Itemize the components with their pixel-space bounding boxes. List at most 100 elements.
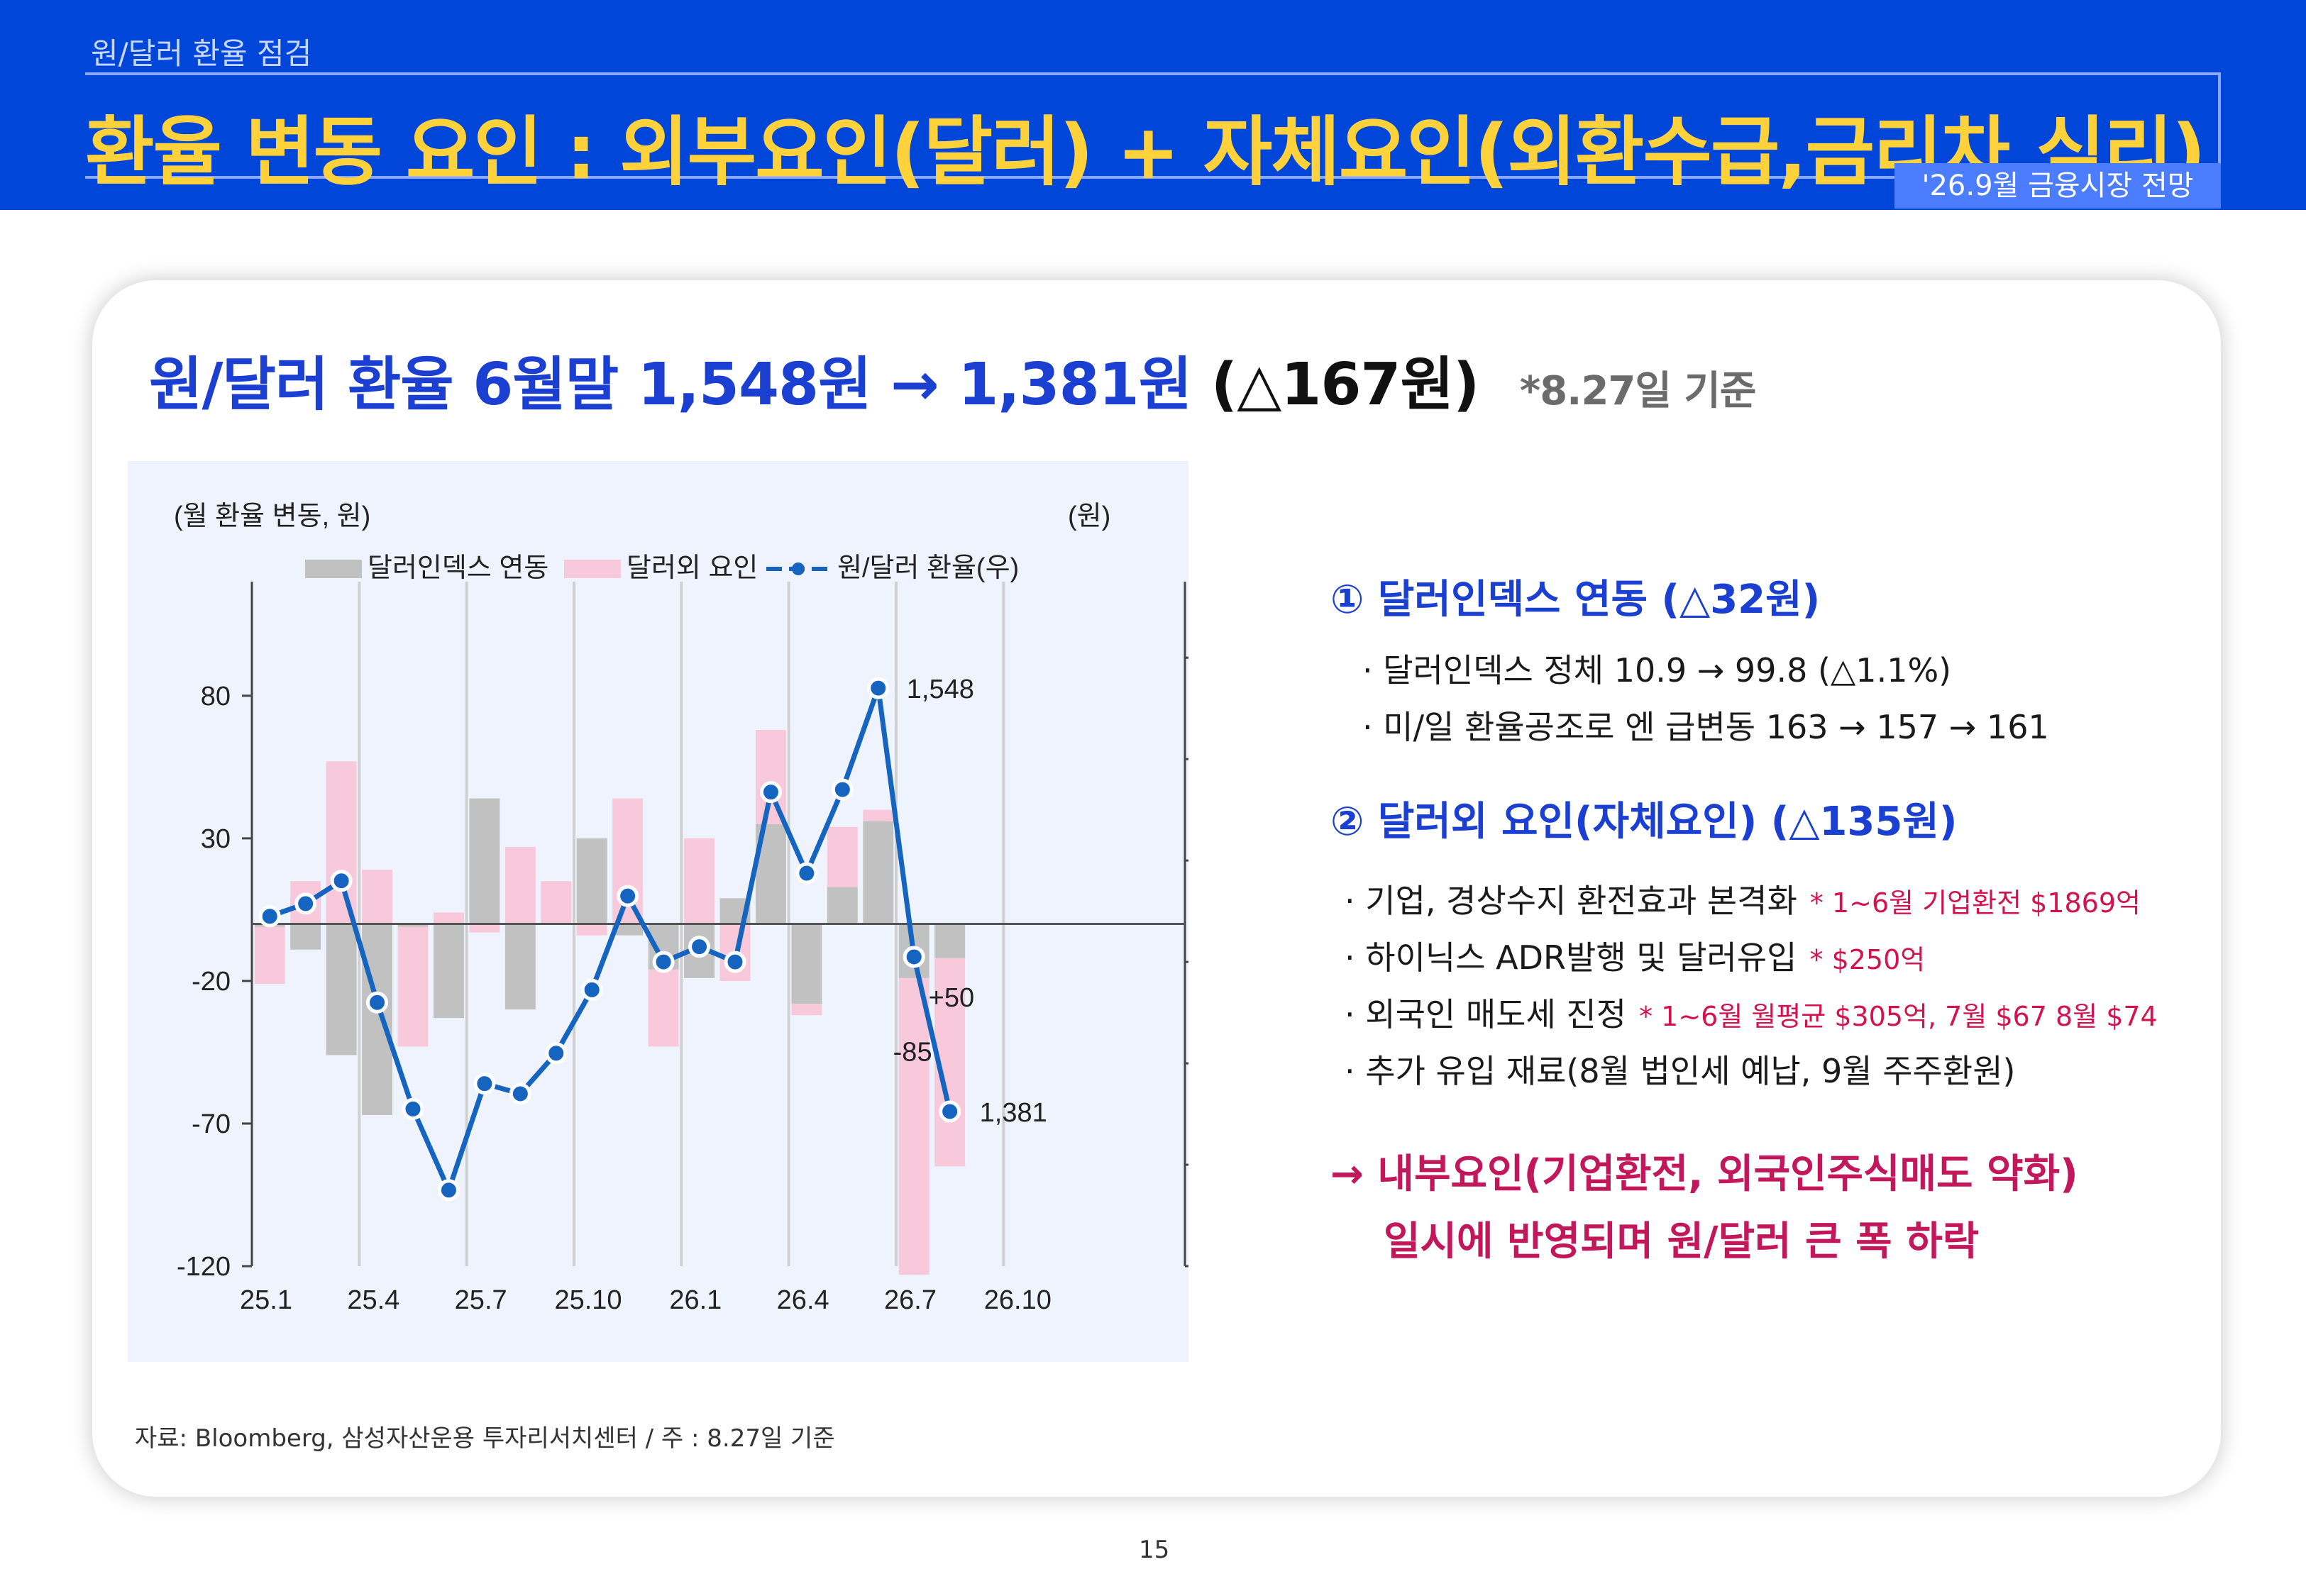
x-tick-label: 25.10 — [554, 1285, 622, 1315]
annotation-label: 1,381 — [980, 1098, 1047, 1128]
x-tick-label: 25.7 — [455, 1285, 507, 1315]
annotation-label: +50 — [929, 983, 974, 1013]
fx-rate-point — [402, 1097, 424, 1120]
bar-non-dollar — [863, 809, 894, 821]
bar-non-dollar — [326, 761, 357, 924]
bar-dollar-index — [827, 887, 858, 924]
bar-dollar-index — [576, 838, 607, 924]
report-tag: '26.9월 금융시장 전망 — [1894, 163, 2221, 209]
section2-line-text: · 기업, 경상수지 환전효과 본격화 — [1345, 882, 1797, 920]
x-tick-label: 26.1 — [669, 1285, 722, 1315]
left-tick-label: -70 — [192, 1109, 231, 1139]
fx-rate-point — [795, 862, 818, 885]
chart-area: 25.1 25.4 25.7 25.10 26.1 26.4 26.7 26.10 80 30 -2… — [128, 461, 1188, 1362]
bar-non-dollar — [791, 1004, 822, 1016]
left-tick-label: 30 — [201, 824, 231, 854]
section2-line-text: · 하이닉스 ADR발행 및 달러유입 — [1345, 938, 1797, 977]
fx-rate-point — [580, 978, 603, 1001]
section1-line: · 미/일 환율공조로 엔 급변동 163 → 157 → 161 — [1362, 708, 2049, 746]
section2-title: ② 달러외 요인(자체요인) (△135원) — [1330, 799, 1958, 845]
section2-line-note: * $250억 — [1809, 944, 1926, 975]
left-tick-label: -20 — [192, 967, 231, 997]
bar-dollar-index — [504, 924, 536, 1010]
bar-dollar-index — [326, 924, 357, 1055]
fx-rate-point — [294, 892, 317, 915]
bar-dollar-index — [863, 821, 894, 924]
bar-non-dollar — [898, 977, 929, 1275]
x-tick-label: 26.7 — [884, 1285, 937, 1315]
bar-dollar-index — [469, 798, 500, 924]
fx-rate-point — [258, 905, 281, 928]
bar-non-dollar — [434, 912, 464, 924]
fx-rate-point — [330, 870, 353, 892]
breadcrumb: 원/달러 환율 점검 — [91, 36, 312, 71]
right-axis-label: (원) — [1068, 501, 1110, 531]
fx-rate-point — [652, 951, 675, 973]
bar-non-dollar — [254, 926, 285, 984]
fx-rate-point — [366, 991, 389, 1014]
legend-label: 달러인덱스 연동 — [368, 553, 548, 583]
annotation-label: -85 — [893, 1038, 932, 1068]
fx-rate-point — [473, 1073, 496, 1095]
headline: 원/달러 환율 6월말 1,548원 → 1,381원 (△167원) *8.2… — [149, 337, 1757, 421]
headline-main: 원/달러 환율 6월말 1,548원 → 1,381원 — [149, 351, 1192, 419]
fx-rate-point — [759, 781, 782, 804]
header-rule — [85, 72, 2221, 179]
section2-line: · 기업, 경상수지 환전효과 본격화 * 1~6월 기업환전 $1869억 — [1345, 875, 2182, 922]
bar-dollar-index — [362, 924, 392, 1115]
x-tick-label: 26.10 — [984, 1285, 1052, 1315]
fx-rate-point — [437, 1179, 460, 1202]
legend-swatch-dollar-index — [305, 560, 362, 578]
bar-non-dollar — [397, 926, 429, 1047]
fx-rate-point — [724, 951, 746, 973]
conclusion-line1: → 내부요인(기업환전, 외국인주식매도 약화) — [1330, 1151, 2078, 1197]
fx-rate-line — [269, 687, 953, 1197]
section2-line-note: * 1~6월 월평균 $305억, 7월 $67 8월 $74 — [1639, 1001, 2158, 1032]
x-tick-label: 25.1 — [240, 1285, 292, 1315]
fx-rate-point — [509, 1082, 531, 1105]
fx-rate-point — [867, 677, 890, 699]
fx-rate-point — [831, 778, 854, 801]
bar-dollar-index — [434, 924, 464, 1019]
section2-line: · 추가 유입 재료(8월 법인세 예납, 9월 주주환원) — [1345, 1046, 2182, 1092]
bar-dollar-index — [397, 924, 429, 927]
left-tick-label: 80 — [201, 682, 231, 711]
legend-label: 원/달러 환율(우) — [837, 553, 1019, 583]
page-number: 15 — [1139, 1536, 1170, 1564]
bar-dollar-index — [290, 924, 321, 950]
section2-line: · 하이닉스 ADR발행 및 달러유입 * $250억 — [1345, 932, 2182, 979]
left-axis-label: (월 환율 변동, 원) — [174, 501, 370, 531]
section2-line-text: · 추가 유입 재료(8월 법인세 예납, 9월 주주환원) — [1345, 1052, 2016, 1090]
section2-line: · 외국인 매도세 진정 * 1~6월 월평균 $305억, 7월 $67 8월 … — [1345, 989, 2182, 1036]
bar-non-dollar — [827, 826, 858, 887]
bar-non-dollar — [469, 924, 500, 933]
bar-non-dollar — [541, 881, 572, 924]
legend-label: 달러외 요인 — [627, 553, 758, 583]
source-note: 자료: Bloomberg, 삼성자산운용 투자리서치센터 / 주 : 8.27… — [135, 1424, 835, 1453]
headline-note: *8.27일 기준 — [1519, 368, 1757, 414]
bar-non-dollar — [684, 838, 715, 924]
fx-rate-point — [617, 885, 639, 907]
x-tick-label: 25.4 — [347, 1285, 399, 1315]
section1-line: · 달러인덱스 정체 10.9 → 99.8 (△1.1%) — [1362, 651, 1952, 689]
left-tick-label: -120 — [177, 1252, 231, 1282]
fx-rate-point — [939, 1100, 961, 1123]
x-tick-label: 26.4 — [777, 1285, 829, 1315]
bar-non-dollar — [362, 870, 392, 924]
bar-non-dollar — [576, 924, 607, 936]
bar-non-dollar — [648, 969, 679, 1047]
annotation-label: 1,548 — [907, 675, 974, 704]
conclusion-line2: 일시에 반영되며 원/달러 큰 폭 하락 — [1384, 1219, 1980, 1265]
fx-chart: 25.1 25.4 25.7 25.10 26.1 26.4 26.7 26.10 80 30 -2… — [174, 501, 1188, 1315]
bar-dollar-index — [612, 924, 644, 936]
section2-line-note: * 1~6월 기업환전 $1869억 — [1809, 887, 2141, 919]
bar-dollar-index — [934, 924, 966, 958]
legend-swatch-non-dollar — [564, 560, 621, 578]
bar-non-dollar — [756, 730, 786, 824]
right-panel: ① 달러인덱스 연동 (△32원) · 달러인덱스 정체 10.9 → 99.8… — [1330, 567, 2182, 1267]
fx-rate-point — [903, 946, 925, 968]
headline-change: (△167원) — [1210, 351, 1480, 419]
section1-title: ① 달러인덱스 연동 (△32원) — [1330, 577, 1821, 623]
legend-swatch-fx-point — [792, 563, 805, 575]
bar-non-dollar — [504, 846, 536, 924]
